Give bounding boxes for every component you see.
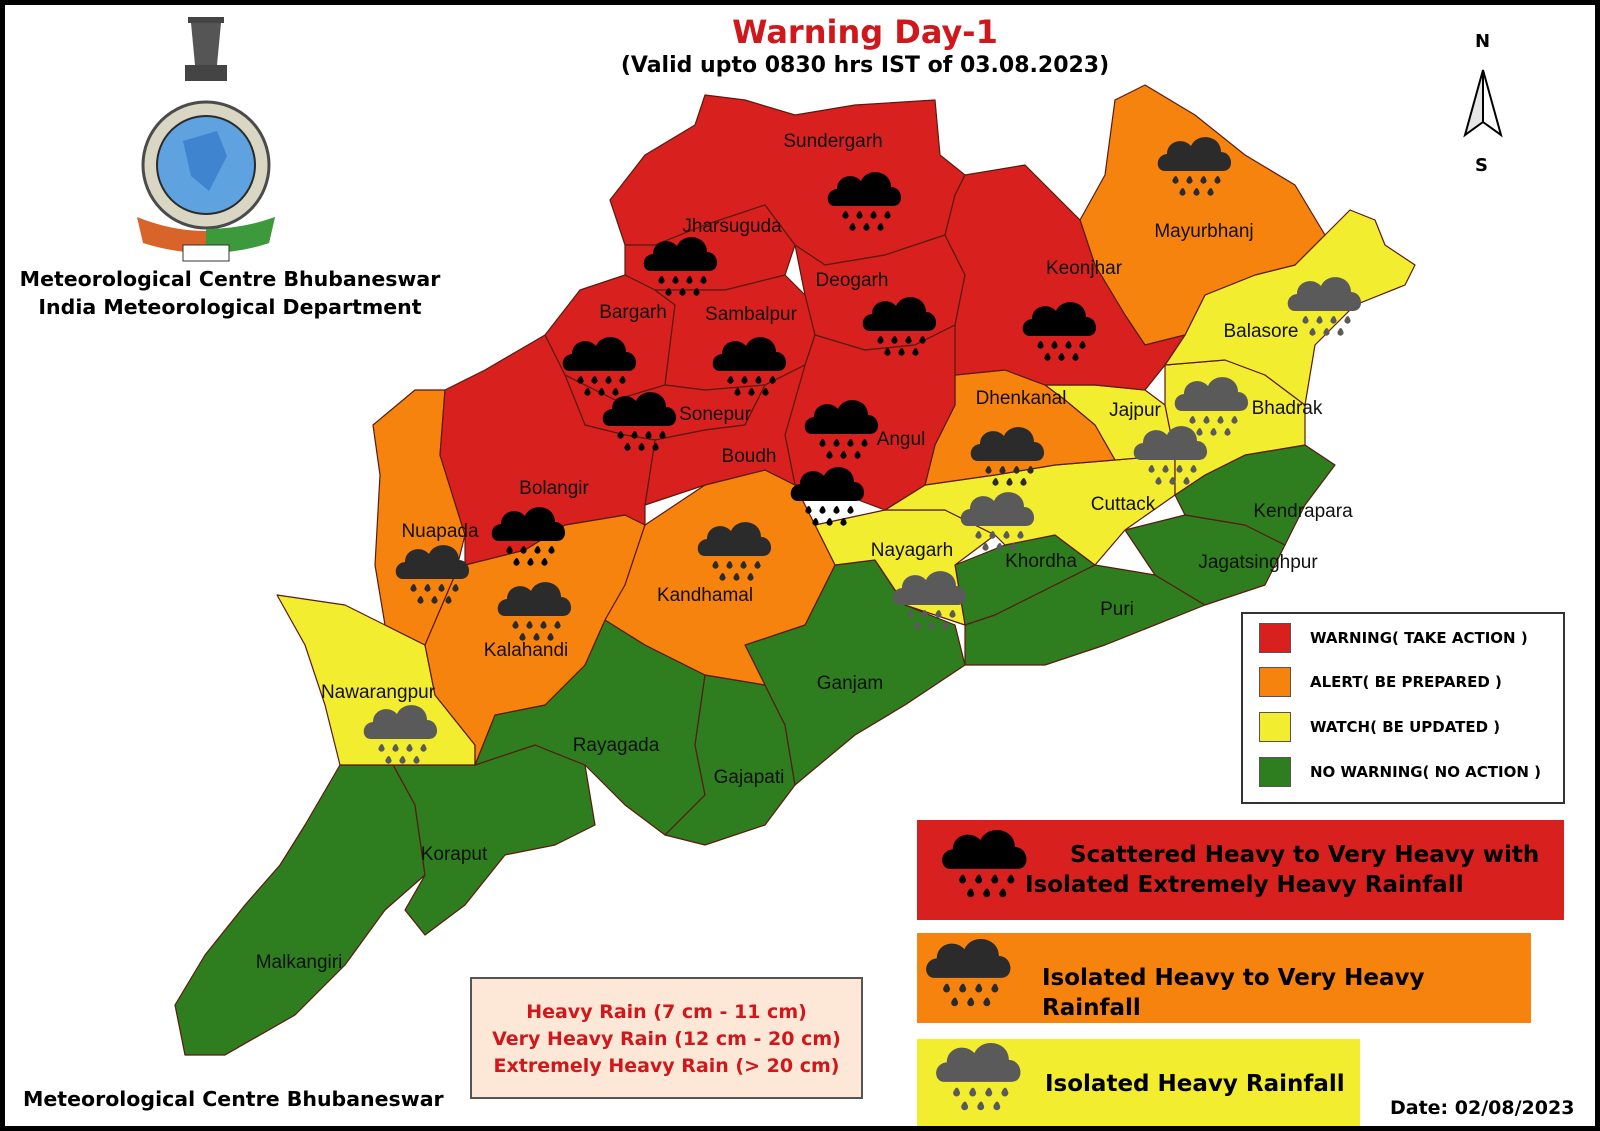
district-label-kalahandi: Kalahandi bbox=[483, 640, 569, 661]
rain-cloud-icon-nuapada bbox=[395, 545, 470, 604]
rain-category-watch-line1: Isolated Heavy Rainfall bbox=[1045, 1071, 1345, 1097]
compass-arrow-icon bbox=[1463, 69, 1503, 138]
legend-label-no-warning: NO WARNING( NO ACTION ) bbox=[1310, 763, 1541, 781]
district-label-balasore: Balasore bbox=[1223, 321, 1299, 342]
district-region-keonjhar bbox=[944, 164, 1186, 391]
legend-item-no-warning: NO WARNING( NO ACTION ) bbox=[1259, 756, 1541, 788]
org-name-line2: India Meteorological Department bbox=[38, 295, 422, 319]
rain-cloud-icon-sambalpur bbox=[712, 337, 787, 396]
footer-org-name: Meteorological Centre Bhubaneswar bbox=[23, 1087, 444, 1111]
district-label-cuttack: Cuttack bbox=[1090, 494, 1156, 515]
district-label-jagatsinghpur: Jagatsinghpur bbox=[1198, 552, 1318, 573]
legend-swatch-no-warning bbox=[1259, 757, 1291, 787]
rain-category-band-warning: Scattered Heavy to Very Heavy with Isola… bbox=[917, 820, 1564, 920]
rainfall-range-box: Heavy Rain (7 cm - 11 cm) Very Heavy Rai… bbox=[470, 977, 863, 1099]
district-label-bhadrak: Bhadrak bbox=[1251, 398, 1323, 419]
heavy-rain-cloud-icon-dark bbox=[926, 938, 1011, 1007]
legend-item-alert: ALERT( BE PREPARED ) bbox=[1259, 666, 1502, 698]
rain-cloud-icon-jajpur bbox=[1133, 426, 1208, 485]
district-region-boudh bbox=[644, 364, 806, 506]
rain-cloud-icon-deogarh bbox=[862, 297, 937, 356]
compass-south-label: S bbox=[1475, 155, 1488, 176]
legend-swatch-alert bbox=[1259, 667, 1291, 697]
district-label-mayurbhanj: Mayurbhanj bbox=[1154, 221, 1254, 242]
rain-cloud-icon-angul bbox=[804, 400, 879, 459]
issue-date: Date: 02/08/2023 bbox=[1390, 1097, 1575, 1119]
district-label-kandhamal: Kandhamal bbox=[656, 585, 754, 606]
warning-level-legend: WARNING( TAKE ACTION ) ALERT( BE PREPARE… bbox=[1241, 612, 1565, 804]
legend-swatch-watch bbox=[1259, 712, 1291, 742]
org-name-line1: Meteorological Centre Bhubaneswar bbox=[19, 267, 441, 291]
district-label-angul: Angul bbox=[876, 429, 926, 450]
range-extremely-heavy-rain: Extremely Heavy Rain (> 20 cm) bbox=[493, 1055, 840, 1077]
rain-category-warning-line2: Isolated Extremely Heavy Rainfall bbox=[1025, 872, 1464, 898]
district-label-jharsuguda: Jharsuguda bbox=[682, 216, 782, 237]
rain-cloud-icon-cuttack bbox=[960, 492, 1035, 551]
rain-cloud-icon-nayagarh bbox=[892, 571, 967, 630]
rain-category-band-alert: Isolated Heavy to Very Heavy Rainfall bbox=[917, 933, 1531, 1023]
district-label-rayagada: Rayagada bbox=[572, 735, 660, 756]
legend-label-watch: WATCH( BE UPDATED ) bbox=[1310, 718, 1501, 736]
rain-cloud-icon-balasore bbox=[1287, 277, 1362, 336]
rain-cloud-icon-kalahandi bbox=[497, 582, 572, 641]
legend-swatch-warning bbox=[1259, 623, 1291, 653]
district-label-nayagarh: Nayagarh bbox=[870, 540, 954, 561]
district-label-deogarh: Deogarh bbox=[815, 270, 889, 291]
rain-cloud-icon-mayurbhanj bbox=[1157, 137, 1232, 196]
rain-category-warning-line1: Scattered Heavy to Very Heavy with bbox=[1070, 842, 1540, 868]
district-label-gajapati: Gajapati bbox=[713, 767, 785, 788]
rain-cloud-icon-sonepur bbox=[602, 392, 677, 451]
rain-category-alert-line1: Isolated Heavy to Very Heavy Rainfall bbox=[1042, 965, 1425, 1021]
rain-category-band-watch: Isolated Heavy Rainfall bbox=[917, 1039, 1360, 1126]
legend-label-alert: ALERT( BE PREPARED ) bbox=[1310, 673, 1502, 691]
district-label-bargarh: Bargarh bbox=[599, 302, 667, 323]
rain-cloud-icon-keonjhar bbox=[1022, 302, 1097, 361]
district-label-sambalpur: Sambalpur bbox=[705, 304, 797, 325]
district-label-puri: Puri bbox=[1100, 599, 1134, 620]
district-label-sonepur: Sonepur bbox=[679, 404, 751, 425]
district-label-nawarangpur: Nawarangpur bbox=[320, 682, 436, 703]
rain-cloud-icon-sundergarh bbox=[827, 172, 902, 231]
rain-cloud-icon-jharsuguda bbox=[643, 237, 718, 296]
legend-item-watch: WATCH( BE UPDATED ) bbox=[1259, 711, 1500, 743]
district-label-keonjhar: Keonjhar bbox=[1045, 258, 1123, 279]
range-heavy-rain: Heavy Rain (7 cm - 11 cm) bbox=[526, 1001, 807, 1023]
validity-subtitle: (Valid upto 0830 hrs IST of 03.08.2023) bbox=[620, 53, 1110, 78]
rain-cloud-icon-nawarangpur bbox=[363, 705, 438, 764]
district-region-bolangir bbox=[439, 334, 656, 566]
rain-cloud-icon-bolangir bbox=[491, 507, 566, 566]
district-label-nuapada: Nuapada bbox=[401, 521, 479, 542]
rain-cloud-icon-boudh bbox=[790, 467, 865, 526]
rain-cloud-icon-bargarh bbox=[562, 337, 637, 396]
district-label-malkangiri: Malkangiri bbox=[255, 952, 343, 973]
district-label-sundergarh: Sundergarh bbox=[783, 131, 883, 152]
compass-north-label: N bbox=[1475, 31, 1491, 52]
district-label-ganjam: Ganjam bbox=[816, 673, 884, 694]
district-label-kendrapara: Kendrapara bbox=[1253, 501, 1353, 522]
district-label-koraput: Koraput bbox=[420, 844, 488, 865]
rain-cloud-icon-kandhamal bbox=[697, 522, 772, 581]
district-label-jajpur: Jajpur bbox=[1109, 400, 1161, 421]
legend-item-warning: WARNING( TAKE ACTION ) bbox=[1259, 622, 1528, 654]
rain-cloud-icon-dhenkanal bbox=[970, 427, 1045, 486]
range-very-heavy-rain: Very Heavy Rain (12 cm - 20 cm) bbox=[492, 1028, 841, 1050]
heavy-rain-cloud-icon-black bbox=[942, 829, 1027, 898]
district-label-bolangir: Bolangir bbox=[519, 478, 589, 499]
district-label-boudh: Boudh bbox=[721, 446, 777, 467]
page-title: Warning Day-1 bbox=[732, 13, 998, 51]
legend-label-warning: WARNING( TAKE ACTION ) bbox=[1310, 629, 1528, 647]
odisha-district-map bbox=[137, 17, 1503, 1056]
district-label-khordha: Khordha bbox=[1005, 551, 1077, 572]
district-label-dhenkanal: Dhenkanal bbox=[975, 388, 1067, 409]
heavy-rain-cloud-icon-grey bbox=[936, 1042, 1021, 1111]
imd-emblem-icon bbox=[137, 17, 275, 262]
